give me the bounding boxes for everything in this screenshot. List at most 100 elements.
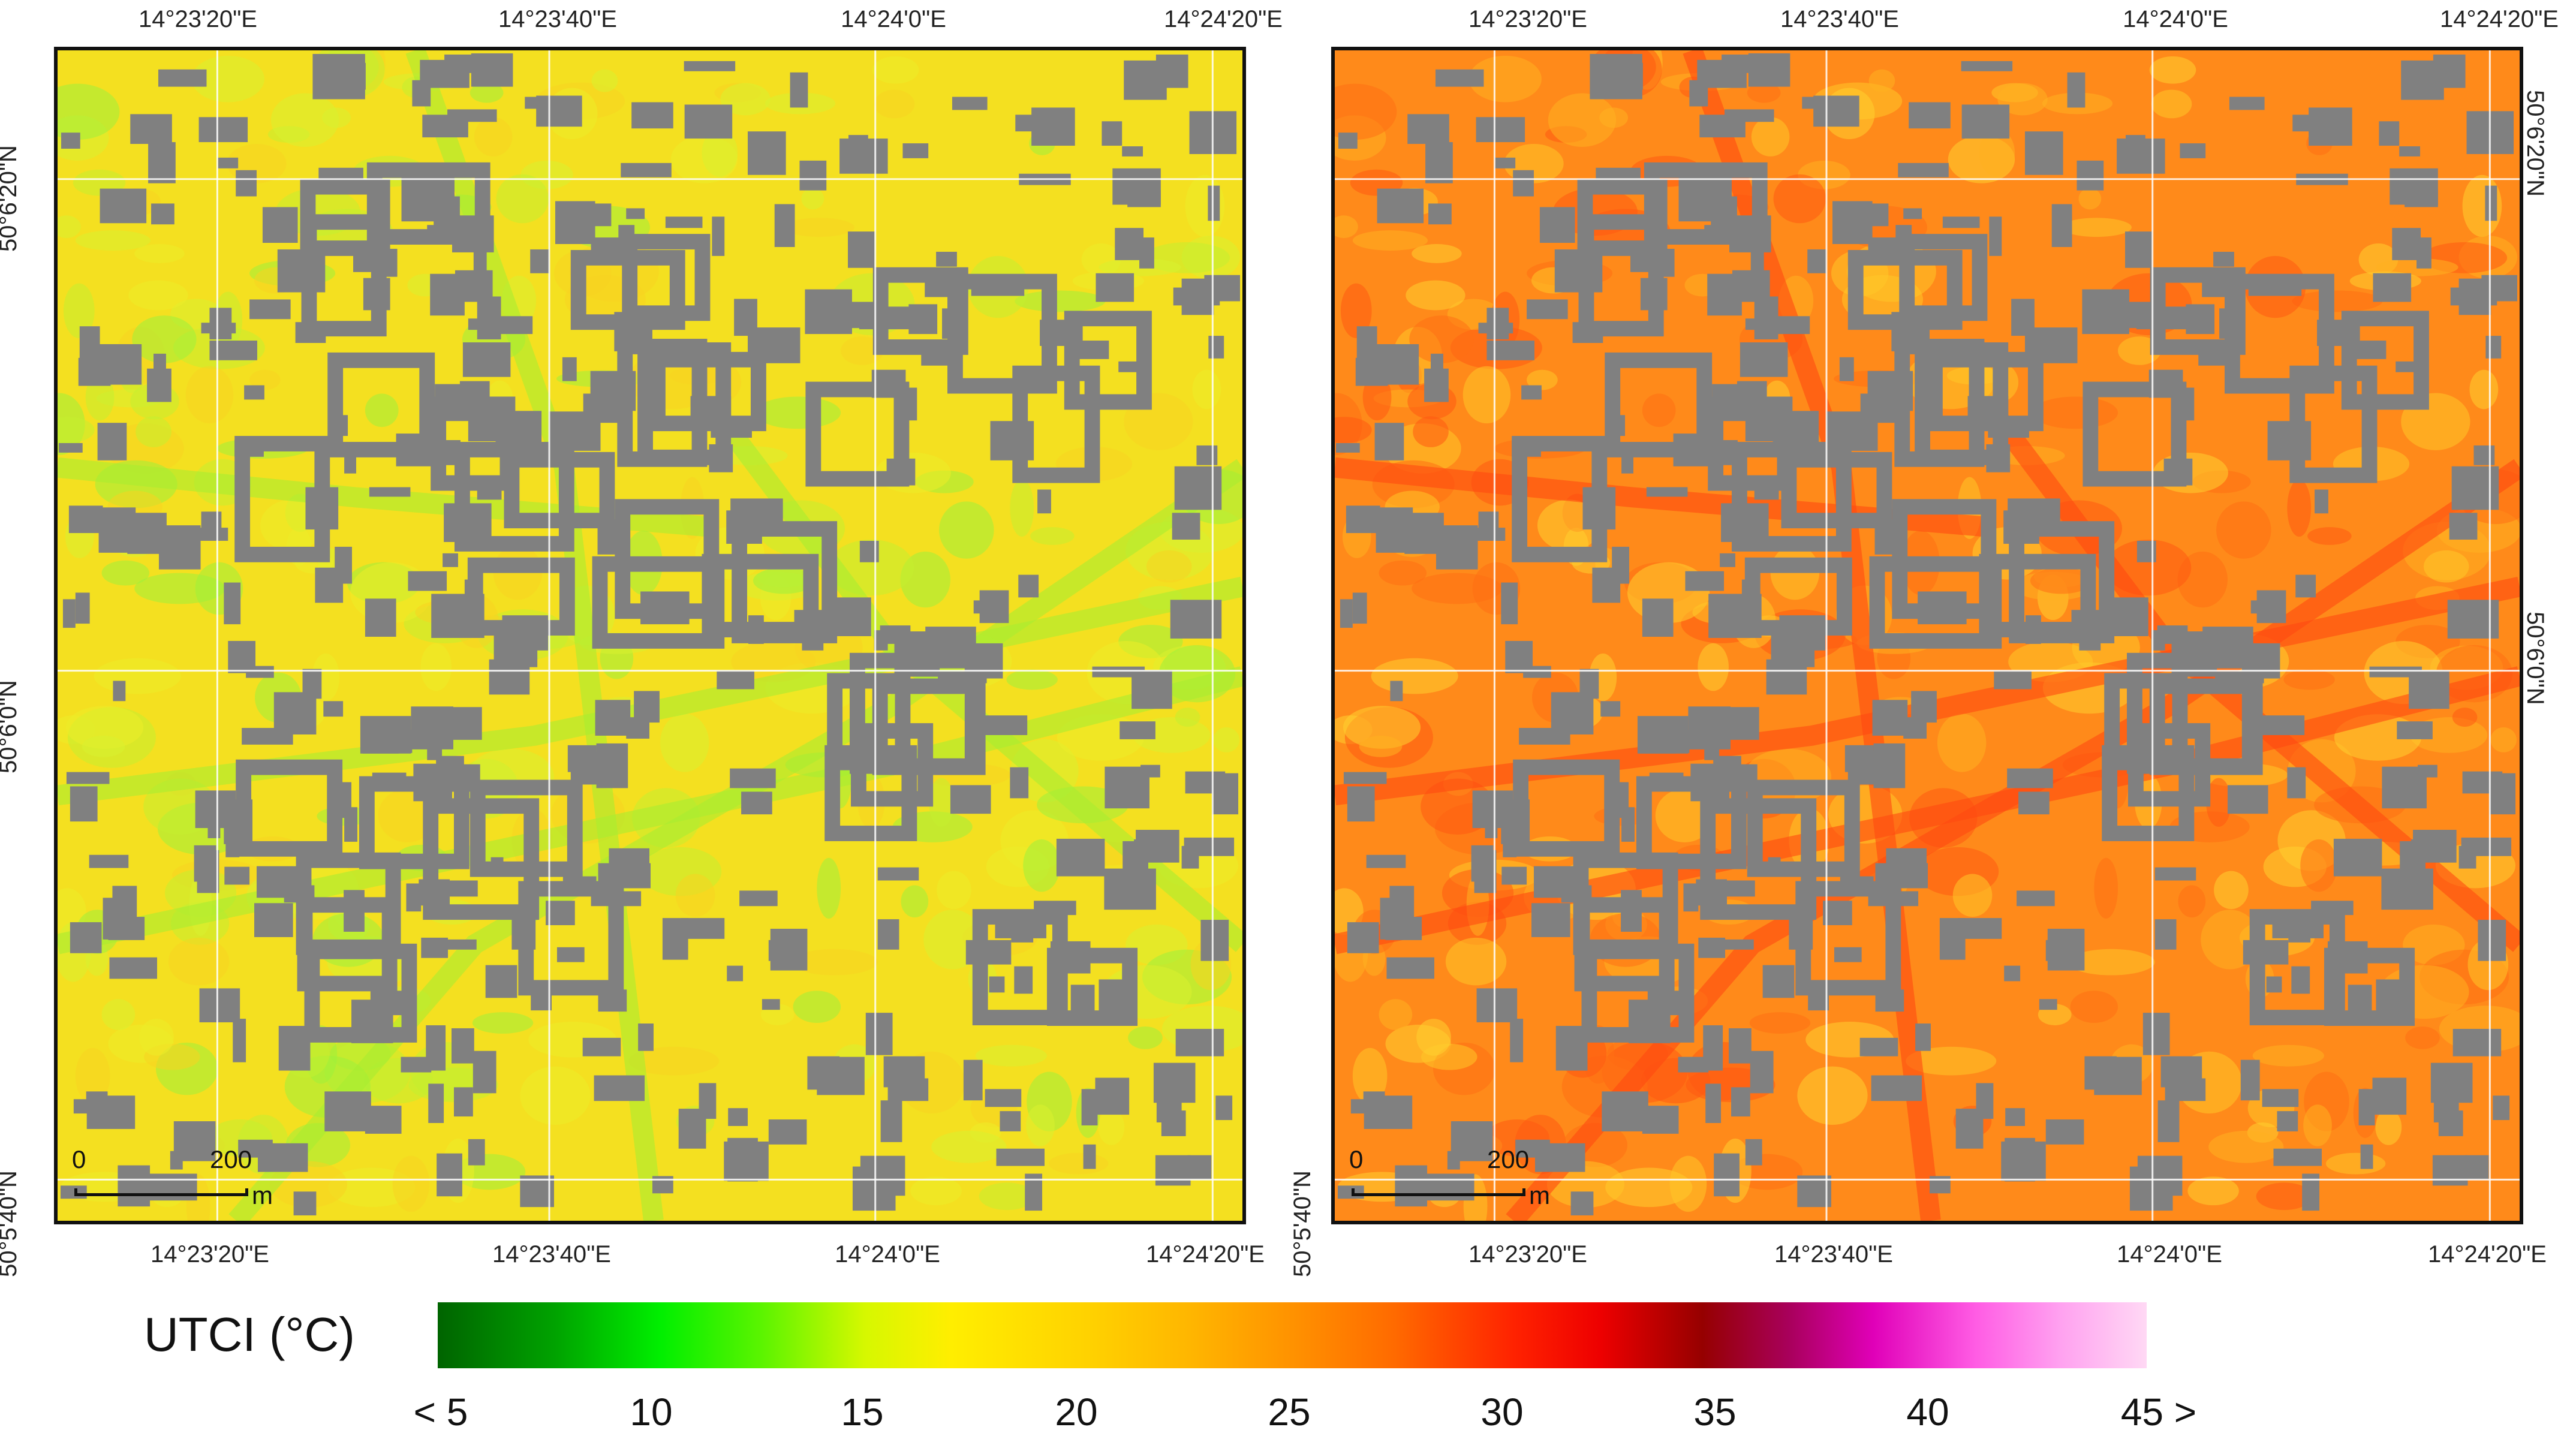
building — [730, 498, 783, 524]
building — [2373, 273, 2412, 302]
building-block — [2083, 381, 2187, 487]
building — [530, 249, 550, 273]
building — [1364, 1095, 1413, 1129]
temperature-patch — [1026, 1104, 1055, 1146]
temperature-patch — [1030, 527, 1075, 545]
building — [1386, 957, 1434, 979]
building — [1208, 336, 1224, 359]
building — [1175, 1028, 1224, 1056]
building — [1731, 1087, 1750, 1117]
building — [1911, 691, 1937, 723]
building — [977, 715, 1028, 735]
street-corridor — [1506, 459, 2520, 1221]
building — [462, 342, 511, 377]
temperature-patch — [1412, 573, 1503, 604]
temperature-patch — [1416, 1019, 1451, 1056]
building — [100, 188, 147, 224]
building — [2045, 940, 2084, 961]
building — [2432, 1155, 2468, 1186]
building-block — [2127, 723, 2211, 807]
scale-zero: 0 — [1349, 1145, 1364, 1173]
building — [848, 135, 868, 157]
building — [1713, 707, 1759, 740]
building — [1501, 582, 1518, 625]
building — [2416, 237, 2431, 269]
building-block — [1512, 436, 1608, 562]
building — [1340, 599, 1353, 628]
building-block — [359, 776, 470, 869]
temperature-patch — [1175, 708, 1200, 727]
building — [1839, 357, 1854, 381]
building — [344, 807, 357, 842]
building — [2039, 999, 2057, 1010]
building — [315, 567, 344, 603]
temperature-patch — [2307, 527, 2352, 545]
temperature-patch — [1751, 117, 1790, 156]
building — [1346, 505, 1380, 534]
building-block — [2249, 909, 2345, 1026]
building — [536, 95, 582, 127]
building — [2125, 135, 2145, 157]
temperature-patch — [191, 55, 264, 103]
temperature-patch — [1655, 788, 1714, 842]
legend-color-ramp — [438, 1302, 2147, 1368]
temperature-patch — [2283, 669, 2335, 690]
lon-label-bottom: 14°23'20"E — [151, 1241, 269, 1268]
temperature-patch — [720, 83, 771, 116]
building-block — [518, 881, 624, 996]
building-block — [1915, 342, 2009, 465]
building — [1476, 117, 1525, 143]
building — [493, 316, 533, 335]
building-block — [1899, 234, 1988, 321]
lon-label-bottom: 14°24'20"E — [2428, 1241, 2547, 1268]
building — [154, 353, 166, 387]
building — [2007, 768, 2053, 788]
building — [1187, 1155, 1212, 1180]
building — [2452, 1028, 2502, 1056]
building — [2287, 767, 2306, 799]
building — [1750, 1050, 1774, 1094]
building — [1370, 344, 1419, 385]
building — [1118, 361, 1137, 372]
building-block — [304, 943, 417, 1043]
temperature-patch — [1213, 727, 1240, 752]
building — [717, 670, 754, 690]
temperature-patch — [1773, 174, 1826, 224]
utci-map-left — [54, 47, 1246, 1224]
building — [684, 104, 733, 139]
building — [2045, 1119, 2084, 1145]
building — [877, 919, 899, 950]
building — [68, 505, 103, 534]
temperature-patch — [975, 1044, 1047, 1067]
temperature-patch — [2452, 708, 2478, 727]
building — [1729, 1028, 1752, 1064]
building — [1501, 866, 1527, 885]
temperature-patch — [65, 706, 144, 749]
building-block — [423, 798, 540, 920]
temperature-patch — [929, 778, 954, 827]
building — [684, 61, 736, 71]
building — [852, 1166, 896, 1211]
building — [273, 692, 317, 734]
building — [2478, 920, 2506, 961]
building — [2266, 976, 2282, 993]
building-block — [732, 521, 838, 643]
building — [799, 160, 827, 191]
building — [2227, 785, 2268, 814]
building — [1823, 901, 1852, 926]
building — [151, 203, 174, 225]
building — [1872, 700, 1908, 736]
temperature-patch — [94, 658, 181, 694]
building — [362, 740, 399, 754]
temperature-patch — [58, 215, 81, 239]
building — [1527, 299, 1568, 320]
building — [2411, 839, 2455, 851]
building — [224, 582, 241, 625]
building — [2451, 466, 2499, 510]
building — [739, 890, 778, 907]
building — [582, 1037, 621, 1056]
building — [996, 1148, 1045, 1166]
lat-label-left: 50°5'40"N — [1289, 1170, 1316, 1277]
temperature-patch — [1352, 230, 1428, 251]
building — [1105, 766, 1149, 809]
